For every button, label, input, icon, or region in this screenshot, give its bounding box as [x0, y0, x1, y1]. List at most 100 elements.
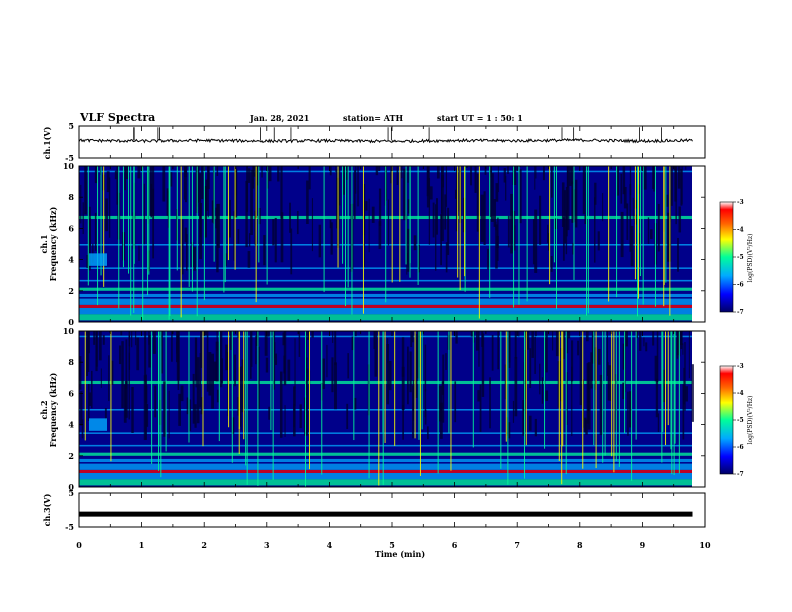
- noise-streak: [455, 168, 458, 232]
- noise-streak: [255, 335, 257, 365]
- noise-streak: [649, 229, 653, 239]
- noise-streak: [432, 202, 435, 238]
- sferic-line: [661, 331, 663, 463]
- noise-streak: [599, 374, 603, 436]
- sferic-line: [321, 331, 323, 475]
- noise-streak: [368, 198, 370, 253]
- frequency-band: [79, 307, 692, 315]
- noise-streak: [436, 166, 440, 179]
- noise-streak: [238, 367, 242, 427]
- sferic-line: [421, 331, 423, 430]
- noise-streak: [249, 331, 252, 379]
- noise-streak: [128, 331, 131, 347]
- noise-streak: [86, 254, 89, 269]
- noise-streak: [261, 166, 263, 178]
- sferic-line: [347, 166, 349, 288]
- sferic-line: [238, 331, 240, 429]
- noise-streak: [144, 331, 147, 382]
- sferic-line: [168, 166, 170, 320]
- noise-streak: [152, 331, 156, 354]
- noise-streak: [424, 344, 427, 392]
- noise-streak: [406, 253, 408, 262]
- noise-streak: [216, 166, 219, 176]
- sferic-line: [613, 331, 615, 473]
- x-tick-label: 1: [139, 540, 145, 550]
- noise-streak: [204, 186, 207, 238]
- sferic-line: [624, 331, 626, 434]
- ch1-trace-ylabel: ch.1(V): [42, 126, 52, 159]
- colorbar-tick-label: -4: [737, 390, 744, 397]
- noise-streak: [439, 385, 443, 422]
- noise-streak: [582, 331, 586, 333]
- noise-streak: [635, 331, 639, 339]
- noise-streak: [250, 169, 253, 235]
- y-tick-label: 8: [68, 357, 74, 367]
- noise-streak: [206, 331, 209, 392]
- ch2-colorbar-ticks: -3 -4 -5 -6 -7: [733, 363, 744, 478]
- noise-streak: [665, 194, 669, 207]
- noise-streak: [306, 180, 309, 224]
- noise-streak: [522, 399, 526, 436]
- noise-streak: [378, 221, 382, 250]
- frequency-band: [79, 472, 692, 480]
- noise-streak: [454, 381, 457, 423]
- noise-streak: [407, 199, 410, 214]
- noise-streak: [534, 418, 537, 437]
- noise-streak: [199, 203, 202, 260]
- noise-streak: [98, 331, 102, 361]
- noise-streak: [566, 166, 570, 231]
- noise-streak: [268, 166, 272, 182]
- noise-streak: [447, 207, 450, 255]
- noise-streak: [240, 366, 242, 431]
- sferic-line: [128, 166, 130, 274]
- x-tick-label: 7: [514, 540, 520, 550]
- ch1-colorbar: -3 -4 -5 -6 -7 log(PSD)(V²/Hz): [719, 199, 754, 316]
- noise-streak: [629, 184, 632, 252]
- noise-streak: [373, 331, 375, 349]
- sferic-line: [160, 331, 162, 478]
- sferic-line: [618, 331, 620, 467]
- noise-streak: [429, 186, 433, 200]
- y-tick-label: 2: [68, 451, 74, 461]
- noise-streak: [402, 404, 404, 440]
- noise-streak: [338, 166, 341, 206]
- sferic-line: [558, 331, 560, 461]
- sferic-line: [663, 166, 665, 307]
- noise-streak: [571, 340, 574, 382]
- noise-streak: [102, 335, 105, 345]
- sferic-line: [562, 331, 564, 447]
- noise-streak: [643, 166, 647, 190]
- noise-streak: [334, 362, 337, 410]
- sferic-line: [228, 331, 230, 428]
- noise-streak: [375, 166, 379, 176]
- noise-streak: [529, 348, 532, 388]
- noise-streak: [629, 166, 632, 195]
- sferic-line: [257, 331, 259, 486]
- noise-streak: [524, 331, 527, 333]
- noise-streak: [518, 331, 520, 337]
- noise-streak: [80, 391, 83, 426]
- noise-streak: [176, 331, 180, 381]
- sferic-line: [639, 166, 641, 277]
- noise-streak: [116, 166, 119, 205]
- noise-streak: [435, 204, 437, 271]
- noise-streak: [440, 175, 444, 242]
- noise-streak: [181, 219, 184, 275]
- noise-streak: [149, 166, 152, 216]
- noise-streak: [428, 177, 431, 245]
- noise-streak: [403, 168, 406, 221]
- sferic-line: [565, 331, 567, 475]
- noise-streak: [564, 190, 566, 243]
- y-tick-label: 5: [68, 488, 74, 498]
- noise-streak: [489, 176, 492, 218]
- noise-streak: [531, 331, 534, 358]
- noise-streak: [225, 253, 227, 266]
- noise-streak: [82, 202, 84, 235]
- frequency-band: [79, 469, 692, 473]
- noise-streak: [274, 217, 277, 263]
- noise-streak: [622, 343, 625, 370]
- sferic-line: [213, 166, 215, 262]
- noise-streak: [554, 218, 558, 229]
- sferic-line: [602, 331, 604, 463]
- noise-streak: [652, 166, 654, 189]
